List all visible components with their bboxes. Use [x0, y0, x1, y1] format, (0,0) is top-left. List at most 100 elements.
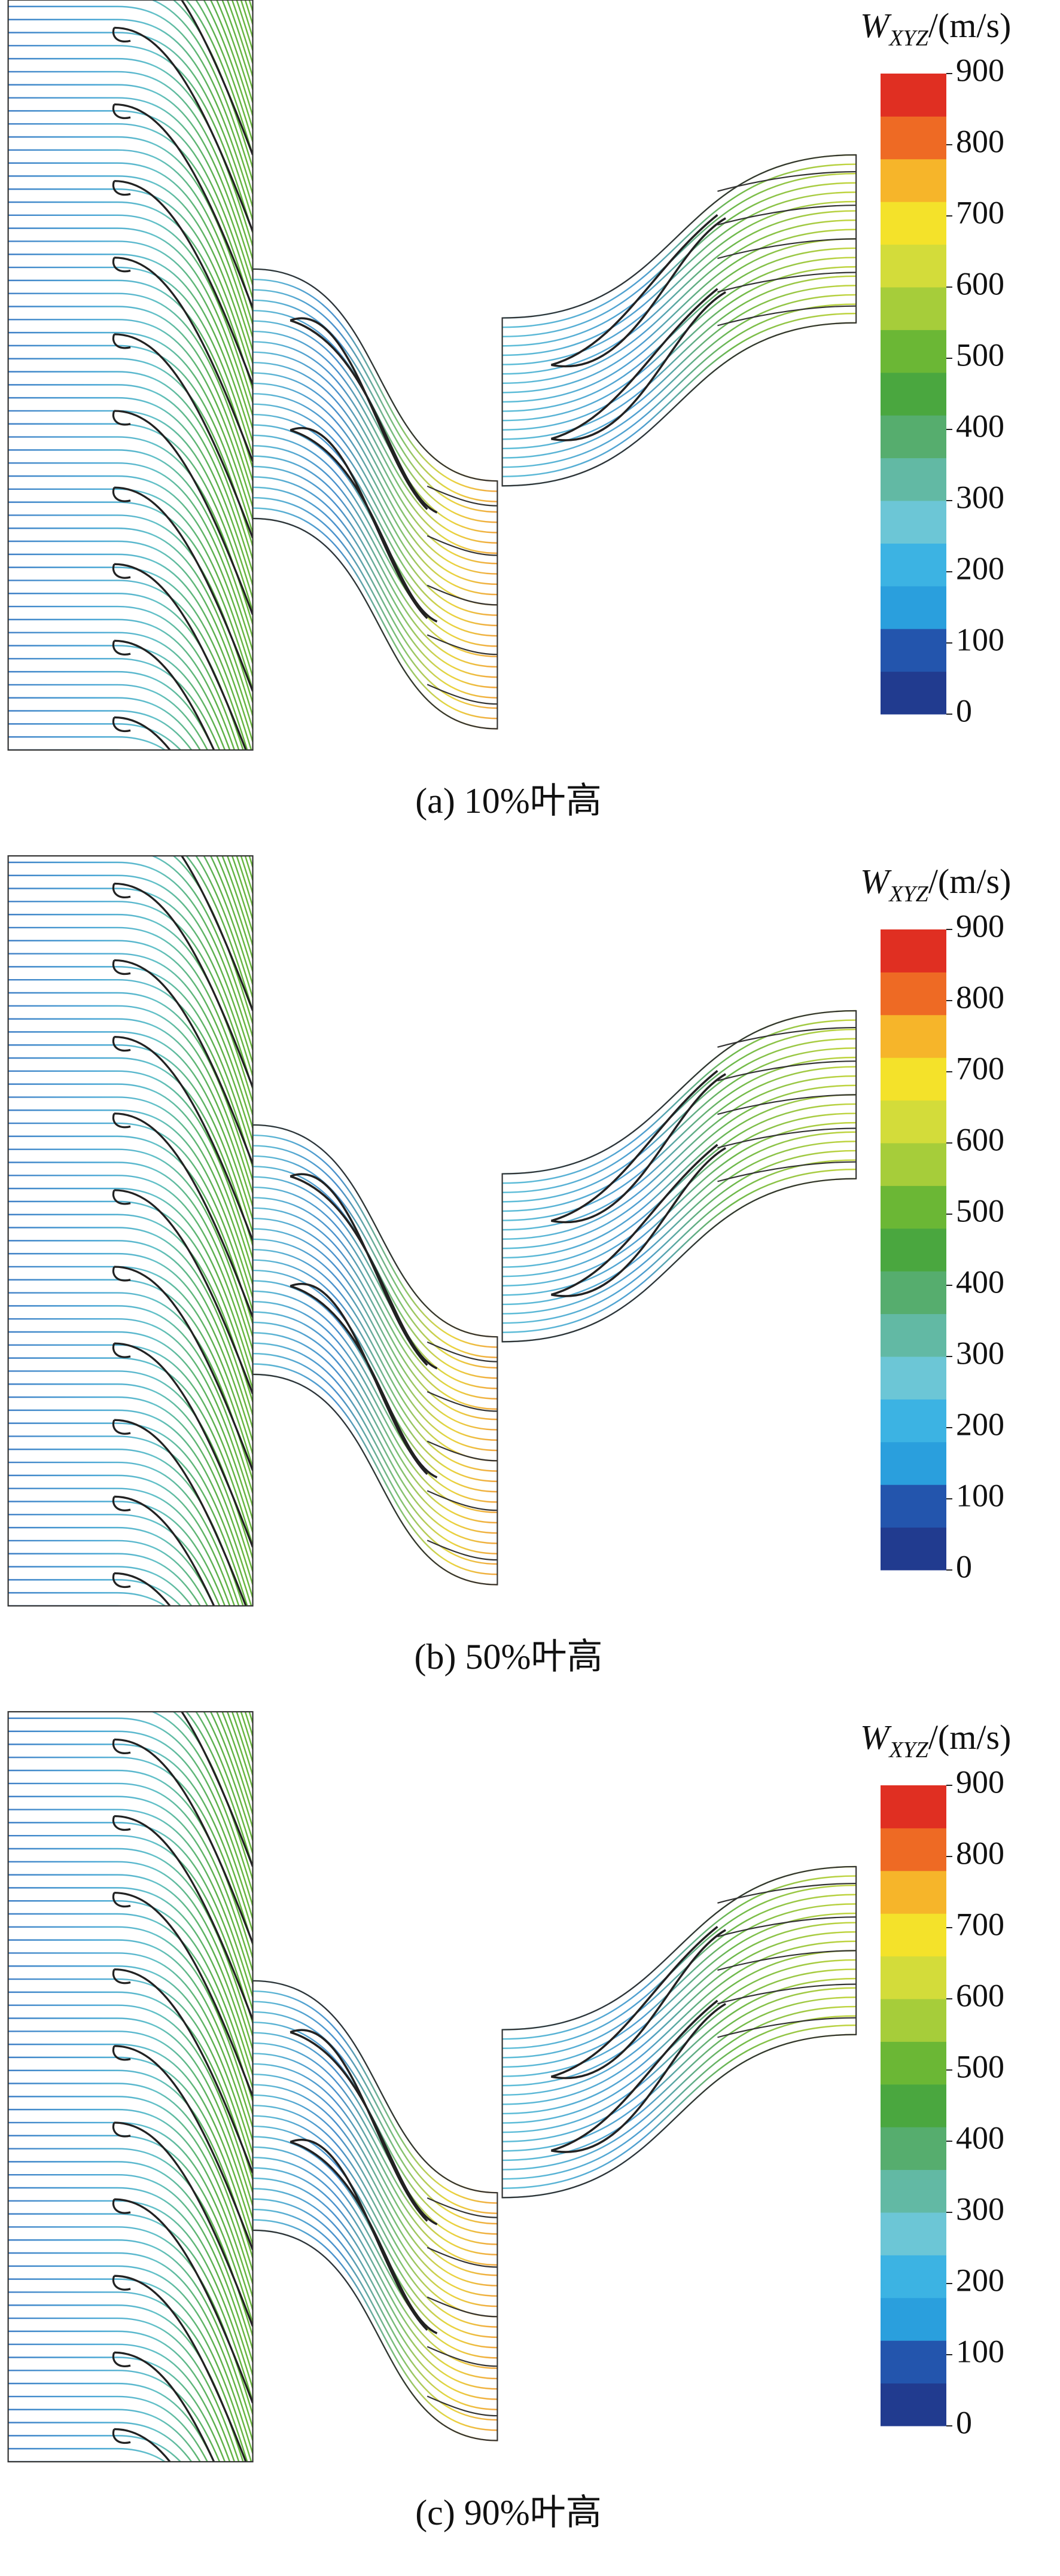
wake-line [717, 1916, 857, 1937]
streamline [8, 593, 244, 750]
wake-line [427, 1341, 498, 1362]
streamline [252, 403, 498, 616]
streamline [8, 2291, 248, 2462]
streamline [8, 1483, 253, 1670]
blade [112, 333, 253, 539]
streamline [502, 163, 857, 328]
streamline [502, 1112, 857, 1278]
streamline [252, 330, 498, 544]
streamline [8, 2121, 253, 2310]
streamline [236, 856, 253, 907]
streamline [8, 2187, 253, 2376]
streamline [502, 219, 857, 384]
streamline [8, 136, 253, 325]
streamline [8, 123, 253, 312]
streamline [8, 618, 236, 750]
blade [112, 563, 247, 750]
title-symbol: W [860, 1718, 892, 1757]
streamline [8, 319, 253, 508]
streamline [244, 1712, 253, 1737]
colorbar-band [881, 1484, 946, 1528]
streamline [502, 1903, 857, 2068]
streamline [172, 1712, 253, 1880]
blade [112, 1035, 253, 1241]
streamline [8, 1318, 253, 1507]
streamline [8, 2056, 253, 2245]
streamline [8, 292, 253, 481]
streamline [8, 1418, 253, 1605]
streamline [8, 436, 253, 625]
wake-line [717, 305, 857, 327]
streamline [252, 2198, 498, 2410]
streamline [8, 57, 253, 246]
streamline [8, 1579, 182, 1606]
blade [550, 288, 726, 441]
blade-row-1 [8, 523, 253, 1606]
streamline [8, 45, 253, 234]
panel: 0100200300400500600700800900WXYZ/(m/s)(b… [7, 523, 1011, 1676]
streamline [195, 856, 253, 998]
streamline [8, 2395, 209, 2462]
streamline [502, 1121, 857, 1287]
blade [180, 1712, 253, 1867]
title-subscript: XYZ [888, 1737, 928, 1763]
streamline [252, 299, 498, 513]
streamline [8, 749, 130, 750]
streamline [221, 856, 253, 946]
streamline [252, 2053, 498, 2266]
colorbar-tick-label: 500 [956, 1193, 1004, 1228]
blade [290, 2029, 438, 2226]
streamline [252, 2208, 498, 2421]
wake-line [427, 2197, 498, 2218]
streamline [8, 602, 253, 789]
streamline [231, 0, 253, 64]
streamline [8, 2317, 240, 2462]
streamline [8, 2330, 236, 2462]
streamline [8, 2200, 253, 2389]
streamline [8, 423, 253, 612]
colorbar-tick-label: 0 [956, 693, 972, 728]
blade-row-2 [252, 1980, 498, 2441]
streamline [8, 1122, 253, 1311]
blade [112, 1266, 253, 1471]
streamline [185, 1712, 253, 1867]
streamline [248, 1712, 253, 1724]
streamline [252, 2105, 498, 2318]
blade-row-3 [501, 1865, 857, 2199]
streamline [252, 268, 498, 482]
colorbar-title: WXYZ/(m/s) [860, 862, 1011, 907]
streamline [8, 523, 253, 711]
streamline [185, 856, 253, 1011]
streamline [8, 1252, 253, 1441]
blade [112, 1572, 172, 1606]
streamline [252, 2094, 498, 2307]
colorbar-band [881, 287, 946, 330]
colorbar-tick-label: 800 [956, 123, 1004, 159]
wake-line [427, 2246, 498, 2268]
streamline [252, 2063, 498, 2276]
streamline [248, 0, 253, 12]
streamline [8, 1396, 253, 1585]
colorbar-band [881, 1143, 946, 1186]
streamline [8, 1031, 253, 1220]
domain-border [252, 1124, 498, 1586]
title-symbol: W [860, 862, 892, 901]
streamline [8, 1279, 253, 1468]
blade-row-1 [8, 0, 253, 750]
colorbar-tick-label: 0 [956, 1548, 972, 1584]
streamline [150, 0, 253, 181]
streamline [502, 1894, 857, 2059]
blade-row-2 [252, 1124, 498, 1586]
streamline [8, 589, 253, 776]
colorbar-band [881, 1313, 946, 1357]
caption: (a) 10%叶高 [415, 781, 602, 821]
streamline [8, 201, 253, 390]
colorbar-band [881, 458, 946, 501]
blade [550, 214, 726, 368]
streamline [8, 2435, 182, 2462]
streamline [8, 1240, 253, 1429]
streamline [8, 1874, 253, 2063]
streamline [502, 210, 857, 375]
streamline [209, 856, 253, 972]
blade [180, 0, 253, 156]
